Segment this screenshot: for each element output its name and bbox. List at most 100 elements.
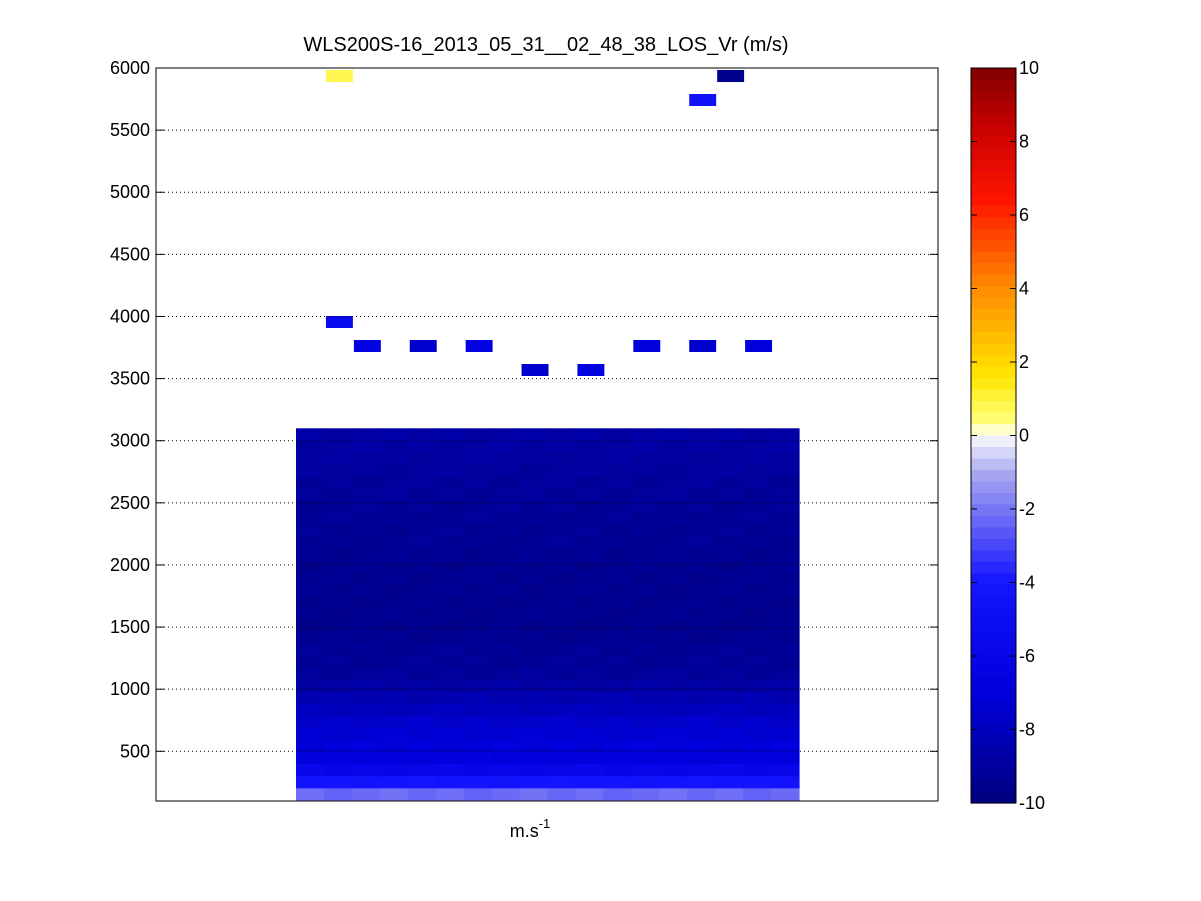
colorbar-swatch xyxy=(971,745,1016,758)
heatmap-cell xyxy=(296,596,325,609)
heatmap-cell xyxy=(771,632,800,645)
colorbar-swatch xyxy=(971,343,1016,356)
heatmap-cell xyxy=(296,428,325,441)
heatmap-cell xyxy=(659,428,688,441)
heatmap-cell xyxy=(491,716,521,729)
heatmap-cell xyxy=(715,464,744,477)
heatmap-cell xyxy=(631,500,660,513)
heatmap-cell xyxy=(633,340,661,352)
heatmap-cell xyxy=(771,536,800,549)
heatmap-cell xyxy=(547,788,577,801)
heatmap-cell xyxy=(519,524,549,537)
heatmap-cell xyxy=(407,524,437,537)
heatmap-cell xyxy=(715,596,744,609)
heatmap-cell xyxy=(603,620,632,633)
heatmap-cell xyxy=(687,548,716,561)
heatmap-cell xyxy=(715,764,744,777)
heatmap-cell xyxy=(715,440,744,453)
heatmap-cell xyxy=(463,524,493,537)
y-tick-label: 500 xyxy=(120,741,150,761)
heatmap-cell xyxy=(519,788,549,801)
heatmap-cell xyxy=(659,476,688,489)
heatmap-cell xyxy=(687,620,716,633)
colorbar-swatch xyxy=(971,113,1016,127)
heatmap-cell xyxy=(631,476,660,489)
y-tick-label: 3500 xyxy=(110,369,150,389)
heatmap-cell xyxy=(296,680,325,693)
heatmap-cell xyxy=(463,512,493,525)
heatmap-cell xyxy=(407,788,437,801)
heatmap-cell xyxy=(519,572,549,585)
colorbar-tick-label: 2 xyxy=(1019,352,1029,372)
heatmap-cell xyxy=(631,716,660,729)
heatmap-cell xyxy=(351,716,381,729)
heatmap-cell xyxy=(351,452,381,465)
heatmap-cell xyxy=(659,560,688,573)
heatmap-cell xyxy=(603,704,632,717)
heatmap-cell xyxy=(603,476,632,489)
heatmap-cell xyxy=(519,776,549,789)
heatmap-cell xyxy=(575,596,604,609)
heatmap-cell xyxy=(547,680,577,693)
heatmap-cell xyxy=(603,500,632,513)
heatmap-cell xyxy=(715,524,744,537)
heatmap-cell xyxy=(296,500,325,513)
heatmap-cell xyxy=(435,608,465,621)
heatmap-cell xyxy=(323,716,353,729)
heatmap-cell xyxy=(547,500,577,513)
heatmap-cell xyxy=(659,632,688,645)
heatmap-cell xyxy=(407,488,437,501)
colorbar-swatch xyxy=(971,527,1016,540)
heatmap-cell xyxy=(379,584,409,597)
heatmap-cell xyxy=(687,584,716,597)
plot-frame xyxy=(155,67,939,802)
heatmap-cell xyxy=(547,644,577,657)
heatmap-cell xyxy=(659,680,688,693)
heatmap-cell xyxy=(351,476,381,489)
heatmap-cell xyxy=(603,656,632,669)
heatmap-cell xyxy=(743,596,772,609)
heatmap-cell xyxy=(575,620,604,633)
heatmap-cell xyxy=(435,620,465,633)
heatmap-cell xyxy=(771,752,800,765)
colorbar-swatch xyxy=(971,768,1016,781)
heatmap-cell xyxy=(435,644,465,657)
heatmap-cell xyxy=(407,764,437,777)
heatmap-cell xyxy=(351,560,381,573)
heatmap-cell xyxy=(351,440,381,453)
heatmap-cell xyxy=(323,728,353,741)
heatmap-cell xyxy=(491,476,521,489)
heatmap-cell xyxy=(771,452,800,465)
heatmap-cell xyxy=(603,692,632,705)
heatmap-cell xyxy=(296,536,325,549)
heatmap-cell xyxy=(547,560,577,573)
heatmap-cell xyxy=(771,728,800,741)
heatmap-cell xyxy=(771,476,800,489)
heatmap-cell xyxy=(491,752,521,765)
heatmap-cell xyxy=(296,728,325,741)
heatmap-cell xyxy=(463,776,493,789)
heatmap-cell xyxy=(323,668,353,681)
heatmap-cell xyxy=(547,776,577,789)
colorbar-swatch xyxy=(971,653,1016,666)
heatmap-cell xyxy=(435,752,465,765)
heatmap-cell xyxy=(491,560,521,573)
heatmap-cell xyxy=(519,512,549,525)
heatmap-cell xyxy=(771,608,800,621)
heatmap-cell xyxy=(463,572,493,585)
heatmap-cell xyxy=(379,428,409,441)
heatmap-cell xyxy=(603,536,632,549)
heatmap-cell xyxy=(519,656,549,669)
y-axis: 500 1000 1500 2000 2500 3000 3500 4000 4500 5000 5… xyxy=(110,58,938,761)
heatmap-cell xyxy=(715,452,744,465)
heatmap-cell xyxy=(435,788,465,801)
heatmap-cell xyxy=(519,452,549,465)
heatmap-cell xyxy=(631,740,660,753)
heatmap-cell xyxy=(379,452,409,465)
heatmap-cell xyxy=(519,488,549,501)
heatmap-cell xyxy=(715,752,744,765)
heatmap-cell xyxy=(687,728,716,741)
heatmap-cell xyxy=(379,464,409,477)
heatmap-cell xyxy=(745,340,773,352)
colorbar-swatch xyxy=(971,412,1016,425)
